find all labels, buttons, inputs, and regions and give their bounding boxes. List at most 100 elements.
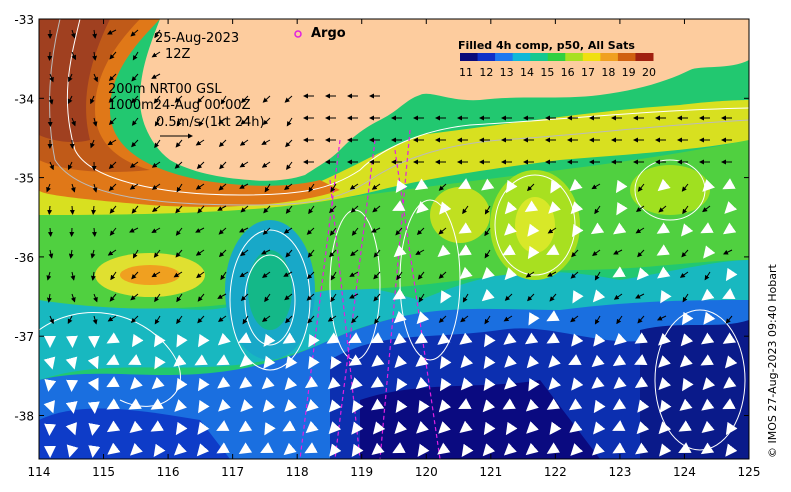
velocity-arrow bbox=[414, 178, 429, 191]
velocity-arrow bbox=[351, 315, 359, 324]
velocity-arrow bbox=[526, 421, 539, 434]
velocity-arrow bbox=[484, 249, 491, 259]
velocity-arrow bbox=[108, 161, 117, 169]
velocity-arrow bbox=[44, 379, 57, 392]
velocity-arrow bbox=[371, 354, 385, 367]
velocity-arrow bbox=[636, 267, 650, 281]
velocity-arrow bbox=[218, 227, 227, 235]
velocity-arrow bbox=[439, 377, 452, 392]
velocity-arrow bbox=[417, 443, 430, 457]
velocity-arrow bbox=[107, 29, 117, 35]
argo-marker bbox=[294, 30, 302, 38]
velocity-arrow bbox=[284, 377, 298, 391]
velocity-arrow bbox=[700, 222, 714, 234]
velocity-arrow bbox=[196, 271, 205, 279]
velocity-arrow bbox=[546, 332, 560, 344]
velocity-arrow bbox=[462, 293, 469, 303]
velocity-arrow bbox=[502, 244, 516, 256]
y-tick-label: -35 bbox=[14, 172, 34, 186]
velocity-arrow bbox=[306, 398, 319, 412]
velocity-arrow bbox=[570, 271, 579, 279]
velocity-arrow bbox=[437, 244, 451, 257]
velocity-arrow bbox=[218, 183, 227, 191]
velocity-arrow bbox=[458, 244, 472, 256]
velocity-arrow bbox=[106, 376, 120, 388]
velocity-arrow bbox=[504, 222, 517, 236]
velocity-arrow bbox=[703, 311, 716, 325]
velocity-arrow bbox=[218, 398, 231, 412]
velocity-arrow bbox=[195, 139, 205, 146]
velocity-arrow bbox=[175, 227, 183, 236]
plot-frame bbox=[38, 18, 750, 460]
velocity-arrow bbox=[305, 420, 319, 434]
velocity-arrow bbox=[173, 271, 183, 278]
velocity-arrow bbox=[637, 249, 645, 258]
velocity-arrow bbox=[284, 293, 293, 301]
colorbar-segment bbox=[530, 53, 549, 61]
velocity-arrow bbox=[131, 271, 139, 280]
velocity-arrow bbox=[216, 354, 230, 366]
velocity-arrow bbox=[48, 249, 54, 259]
velocity-arrow bbox=[87, 355, 99, 370]
velocity-arrow bbox=[528, 312, 540, 326]
velocity-arrow bbox=[722, 288, 736, 299]
current-arrows-white bbox=[43, 178, 738, 458]
x-tick-label: 118 bbox=[286, 465, 309, 479]
velocity-arrow bbox=[260, 442, 274, 453]
velocity-arrow bbox=[67, 161, 73, 171]
velocity-arrow bbox=[572, 290, 584, 304]
velocity-arrow bbox=[350, 205, 359, 213]
velocity-arrow bbox=[217, 376, 231, 389]
velocity-arrow bbox=[462, 205, 469, 215]
velocity-arrow bbox=[438, 315, 447, 323]
velocity-arrow bbox=[438, 399, 452, 413]
velocity-arrow bbox=[152, 205, 161, 213]
y-tick-label: -33 bbox=[14, 13, 34, 27]
velocity-arrow bbox=[306, 293, 315, 301]
velocity-arrow bbox=[106, 420, 121, 433]
velocity-arrow bbox=[49, 315, 54, 325]
velocity-arrow bbox=[725, 443, 738, 457]
velocity-arrow bbox=[240, 293, 249, 302]
velocity-arrow bbox=[197, 421, 210, 435]
velocity-arrow bbox=[659, 443, 672, 457]
velocity-arrow bbox=[151, 161, 161, 168]
velocity-arrow bbox=[349, 183, 359, 190]
velocity-arrow bbox=[218, 139, 227, 148]
velocity-arrow bbox=[175, 249, 183, 258]
velocity-arrow bbox=[547, 227, 557, 234]
velocity-arrow bbox=[129, 183, 139, 190]
velocity-arrow bbox=[70, 183, 76, 193]
velocity-arrow bbox=[197, 205, 205, 214]
velocity-arrow bbox=[91, 227, 97, 237]
velocity-arrow bbox=[92, 315, 98, 325]
velocity-arrow bbox=[218, 249, 227, 258]
velocity-arrow bbox=[329, 249, 337, 258]
velocity-arrow bbox=[70, 29, 76, 39]
velocity-arrow bbox=[525, 398, 539, 412]
velocity-arrow bbox=[593, 399, 606, 414]
velocity-arrow bbox=[483, 377, 496, 391]
velocity-arrow bbox=[414, 332, 429, 344]
velocity-arrow bbox=[613, 222, 627, 235]
velocity-arrow bbox=[350, 249, 359, 257]
velocity-arrow bbox=[590, 222, 605, 235]
velocity-arrow bbox=[702, 205, 711, 213]
velocity-arrow bbox=[154, 356, 166, 370]
velocity-arrow bbox=[174, 399, 187, 412]
velocity-arrow bbox=[284, 95, 293, 103]
velocity-arrow bbox=[637, 183, 645, 192]
velocity-arrow bbox=[46, 293, 52, 303]
velocity-arrow bbox=[504, 355, 517, 368]
velocity-arrow bbox=[130, 315, 139, 324]
velocity-arrow bbox=[439, 355, 452, 370]
velocity-arrow bbox=[568, 398, 583, 411]
velocity-arrow bbox=[370, 332, 384, 344]
velocity-arrow bbox=[238, 442, 253, 454]
x-axis: 114 115 116 117 118 119 120 121 122 123 124 125 bbox=[28, 19, 760, 479]
velocity-arrow bbox=[659, 399, 672, 413]
colorbar-segment bbox=[582, 53, 601, 61]
velocity-arrow bbox=[394, 421, 408, 435]
velocity-arrow bbox=[437, 442, 451, 455]
velocity-arrow bbox=[415, 376, 429, 390]
